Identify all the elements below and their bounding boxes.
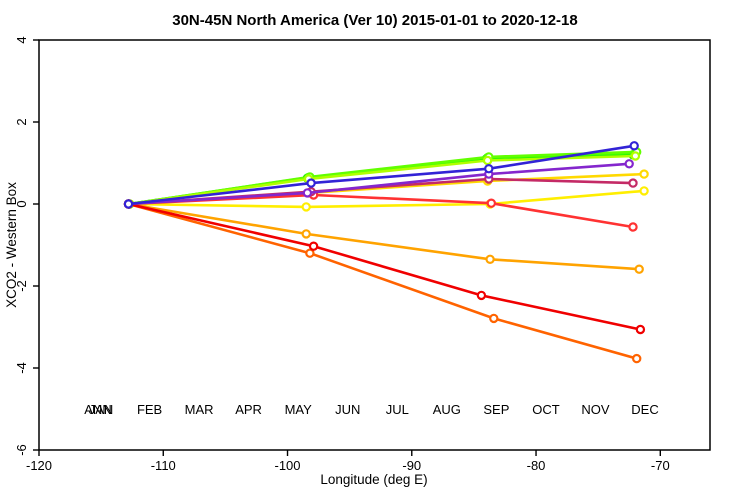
legend-label-AUG: AUG <box>433 402 461 417</box>
series-marker-DEC <box>123 199 134 209</box>
legend-label-MAR: MAR <box>185 402 214 417</box>
x-tick-label: -120 <box>26 458 52 473</box>
series-marker-SEP <box>476 290 487 301</box>
y-tick-label: -2 <box>14 280 29 292</box>
series-line-JUL <box>127 202 639 360</box>
series-line-NOV <box>127 162 631 206</box>
series-marker-NOV <box>624 159 634 169</box>
series-line-MAY <box>127 189 646 209</box>
legend-label-FEB: FEB <box>137 402 162 417</box>
x-tick-label: -100 <box>275 458 301 473</box>
series-marker-JUN <box>485 254 495 264</box>
series-marker-MAY <box>639 186 649 196</box>
series-marker-MAR <box>630 151 641 161</box>
axis-layer: -120 -110 -100 -90 -80 -70 4 2 0 -2 -4 -6 <box>14 36 670 473</box>
x-tick-label: -70 <box>651 458 670 473</box>
series-marker-DEC <box>484 163 494 174</box>
legend-label-JUN: JUN <box>335 402 360 417</box>
legend-label-NOV: NOV <box>581 402 610 417</box>
series-marker-JUL <box>489 313 499 324</box>
series-marker-JUN <box>634 264 644 274</box>
series-layer <box>123 141 649 364</box>
series-marker-AUG <box>628 222 638 232</box>
series-marker-NOV <box>302 188 313 198</box>
series-marker-JUL <box>632 353 642 364</box>
chart-title: 30N-45N North America (Ver 10) 2015-01-0… <box>172 12 577 29</box>
series-marker-DEC <box>629 141 639 151</box>
plot-box <box>38 39 711 451</box>
legend-label-ANN: ANN <box>84 402 111 417</box>
series-marker-JUN <box>301 229 311 239</box>
x-tick-label: -80 <box>527 458 546 473</box>
series-marker-MAY <box>301 202 311 212</box>
x-tick-label: -110 <box>151 458 176 473</box>
series-line-DEC <box>127 144 636 206</box>
y-tick-label: 0 <box>14 200 29 207</box>
series-marker-OCT <box>628 178 638 188</box>
legend-label-DEC: DEC <box>631 402 658 417</box>
series-marker-MAR <box>482 155 493 166</box>
y-tick-label: 4 <box>14 36 29 43</box>
series-line-JUN <box>127 202 641 271</box>
legend-label-JUL: JUL <box>386 402 409 417</box>
y-axis-label: XCO2 - Western Box <box>4 182 19 308</box>
series-marker-SEP <box>635 324 646 335</box>
series-line-SEP <box>127 202 642 331</box>
y-tick-label: -4 <box>14 362 29 374</box>
series-marker-SEP <box>308 241 319 251</box>
legend-label-APR: APR <box>235 402 262 417</box>
legend-label-MAY: MAY <box>285 402 313 417</box>
x-tick-label: -90 <box>402 458 421 473</box>
series-marker-AUG <box>486 198 496 208</box>
series-marker-APR <box>639 169 649 179</box>
legend-label-SEP: SEP <box>483 402 509 417</box>
y-tick-label: -6 <box>14 444 29 456</box>
legend-label-OCT: OCT <box>532 402 560 417</box>
y-tick-label: 2 <box>14 118 29 125</box>
series-marker-JUL <box>305 248 315 258</box>
series-marker-DEC <box>306 178 316 188</box>
legend-label-JAN: JAN <box>89 402 114 417</box>
x-axis-label: Longitude (deg E) <box>320 472 427 487</box>
